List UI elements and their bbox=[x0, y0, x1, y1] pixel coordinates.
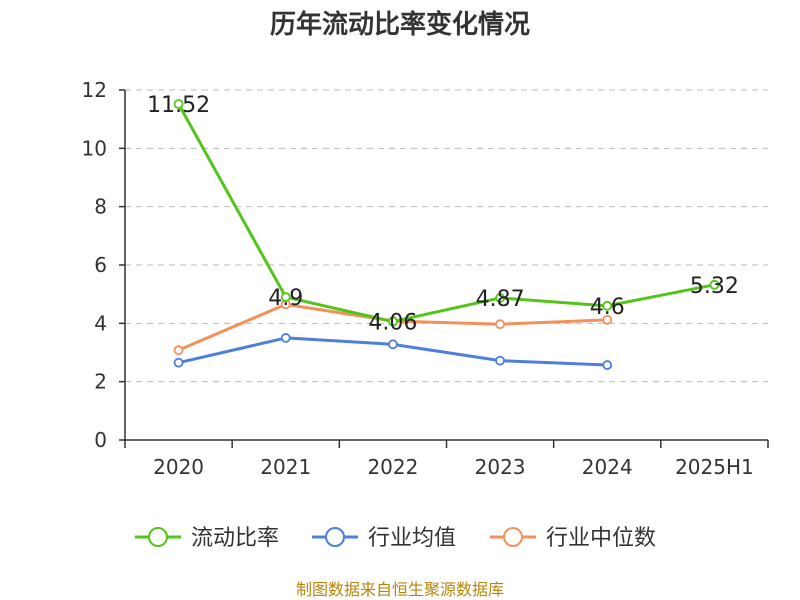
data-point bbox=[388, 339, 398, 350]
data-point bbox=[280, 333, 291, 343]
data-point bbox=[709, 279, 720, 290]
y-tick-label: 0 bbox=[94, 428, 107, 452]
source-note: 制图数据来自恒生聚源数据库 bbox=[296, 580, 504, 599]
data-label: 4.6 bbox=[590, 295, 625, 320]
data-point bbox=[602, 314, 613, 325]
series-line bbox=[177, 103, 715, 324]
y-tick-label: 4 bbox=[94, 311, 107, 335]
data-point bbox=[173, 99, 184, 109]
axis-layer: 0 2 4 6 8 10 12 2020 2021 2022 2023 2024 2025H1 bbox=[82, 78, 769, 479]
data-label: 4.06 bbox=[368, 311, 417, 336]
data-point bbox=[495, 355, 505, 366]
x-tick-label: 2022 bbox=[367, 455, 418, 479]
x-tick-label: 2023 bbox=[475, 455, 526, 479]
data-point bbox=[280, 292, 291, 302]
legend: 流动比率 行业均值 行业中位数 bbox=[135, 526, 656, 551]
x-tick-label: 2021 bbox=[260, 455, 311, 479]
data-label: 11.52 bbox=[147, 93, 210, 118]
legend-label: 行业均值 bbox=[368, 526, 456, 551]
x-tick-label: 2024 bbox=[582, 455, 633, 479]
y-tick-label: 2 bbox=[94, 370, 107, 394]
grid-layer bbox=[125, 89, 768, 383]
data-point bbox=[495, 319, 505, 330]
data-point bbox=[173, 357, 184, 368]
data-point bbox=[173, 345, 184, 356]
legend-marker bbox=[148, 527, 168, 547]
data-label: 4.9 bbox=[268, 286, 303, 311]
data-point bbox=[388, 316, 398, 327]
legend-label: 流动比率 bbox=[191, 526, 279, 551]
y-tick-label: 8 bbox=[94, 195, 107, 219]
legend-marker bbox=[503, 527, 523, 547]
legend-label: 行业中位数 bbox=[546, 526, 656, 551]
data-label: 4.87 bbox=[476, 287, 525, 312]
data-point bbox=[495, 293, 505, 303]
data-point bbox=[602, 300, 613, 311]
series-layer bbox=[173, 99, 720, 370]
data-label: 5.32 bbox=[690, 274, 739, 299]
y-tick-label: 10 bbox=[82, 136, 107, 160]
legend-marker bbox=[325, 527, 345, 547]
x-tick-label: 2020 bbox=[153, 455, 204, 479]
x-tick-label: 2025H1 bbox=[675, 455, 754, 479]
chart-title: 历年流动比率变化情况 bbox=[270, 9, 530, 40]
data-point bbox=[602, 360, 613, 370]
y-tick-label: 6 bbox=[94, 253, 107, 277]
label-layer: 11.52 4.9 4.06 4.87 4.6 5.32 bbox=[147, 93, 739, 336]
y-tick-label: 12 bbox=[82, 78, 107, 102]
